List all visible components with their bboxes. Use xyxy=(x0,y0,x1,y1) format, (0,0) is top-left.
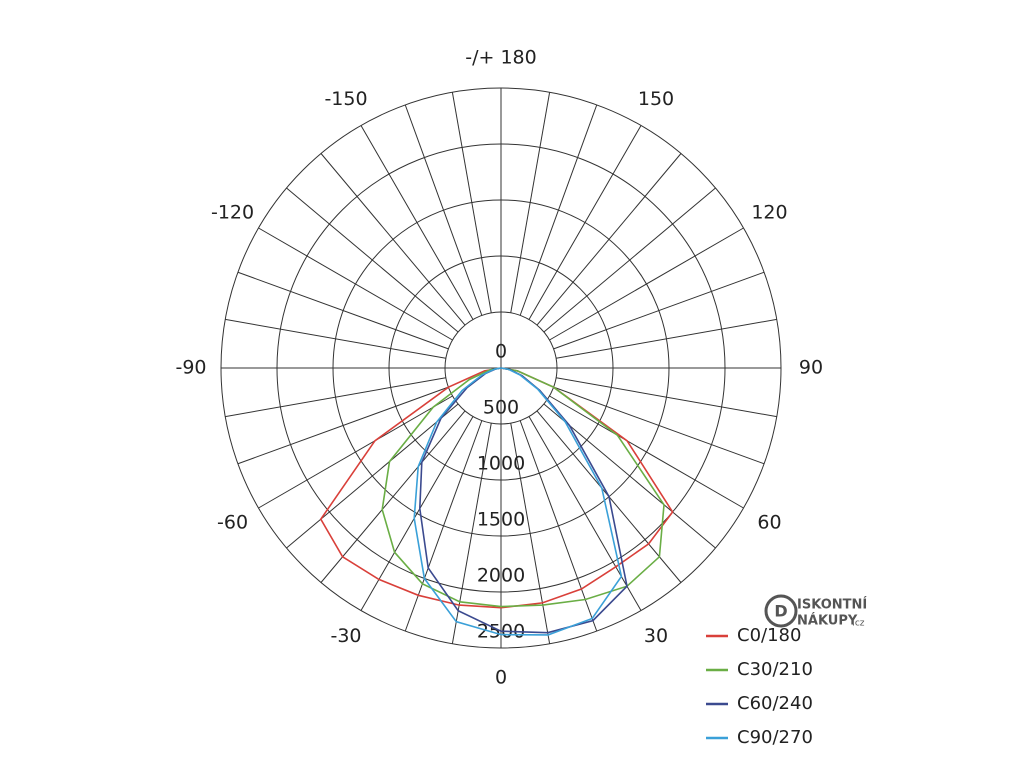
spoke xyxy=(556,318,777,359)
watermark-line: ISKONTNÍ xyxy=(797,597,867,613)
radial-label: 500 xyxy=(483,397,519,419)
angle-label: 120 xyxy=(751,202,787,224)
watermark-suffix: .cz xyxy=(852,619,865,629)
angle-tick-line xyxy=(360,416,474,611)
angle-tick-line xyxy=(528,416,642,611)
curve xyxy=(413,367,623,636)
spoke xyxy=(225,318,446,359)
spoke xyxy=(237,386,449,465)
spoke xyxy=(510,423,551,644)
spoke xyxy=(553,271,765,350)
angle-label: 90 xyxy=(799,357,823,379)
angle-label: -30 xyxy=(330,625,361,647)
spoke xyxy=(543,187,716,333)
angle-label: -150 xyxy=(324,88,367,110)
spoke xyxy=(404,104,483,316)
watermark: D ISKONTNÍ NÁKUPY .cz xyxy=(764,594,867,629)
grid xyxy=(220,87,782,649)
angle-tick-line xyxy=(549,395,744,509)
legend-label: C30/210 xyxy=(737,659,813,680)
logo-ring xyxy=(764,594,798,628)
spoke xyxy=(553,386,765,465)
angle-tick-line xyxy=(360,125,474,320)
angle-label: 0 xyxy=(495,667,507,689)
spoke xyxy=(519,420,598,632)
angle-label: -90 xyxy=(175,357,206,379)
spoke xyxy=(320,153,466,326)
angle-tick-line xyxy=(258,395,453,509)
angle-tick-line xyxy=(258,227,453,341)
spoke xyxy=(510,92,551,313)
curve xyxy=(319,367,674,609)
angle-tick-line xyxy=(528,125,642,320)
logo-letter: D xyxy=(774,602,787,621)
spoke xyxy=(451,92,492,313)
radial-label: 2000 xyxy=(477,565,525,587)
radial-label: 1500 xyxy=(477,509,525,531)
curve xyxy=(418,367,628,634)
angle-label: 60 xyxy=(757,512,781,534)
spoke xyxy=(519,104,598,316)
angle-label: -60 xyxy=(217,512,248,534)
angle-label: -/+ 180 xyxy=(465,47,536,69)
legend-label: C60/240 xyxy=(737,693,813,714)
radial-label: 1000 xyxy=(477,453,525,475)
angle-label: -120 xyxy=(211,202,254,224)
angle-label: 30 xyxy=(644,625,668,647)
spoke xyxy=(543,403,716,549)
watermark-line: NÁKUPY xyxy=(797,613,858,629)
spoke xyxy=(237,271,449,350)
spoke xyxy=(536,153,682,326)
spoke xyxy=(286,187,459,333)
spoke xyxy=(451,423,492,644)
spoke xyxy=(225,377,446,418)
angle-label: 150 xyxy=(638,88,674,110)
angle-tick-line xyxy=(549,227,744,341)
spoke xyxy=(320,410,466,583)
spoke xyxy=(556,377,777,418)
radial-label: 0 xyxy=(495,341,507,363)
spoke xyxy=(404,420,483,632)
legend-label: C90/270 xyxy=(737,727,813,748)
legend-label: C0/180 xyxy=(737,625,801,646)
curve xyxy=(381,367,665,608)
spoke xyxy=(286,403,459,549)
